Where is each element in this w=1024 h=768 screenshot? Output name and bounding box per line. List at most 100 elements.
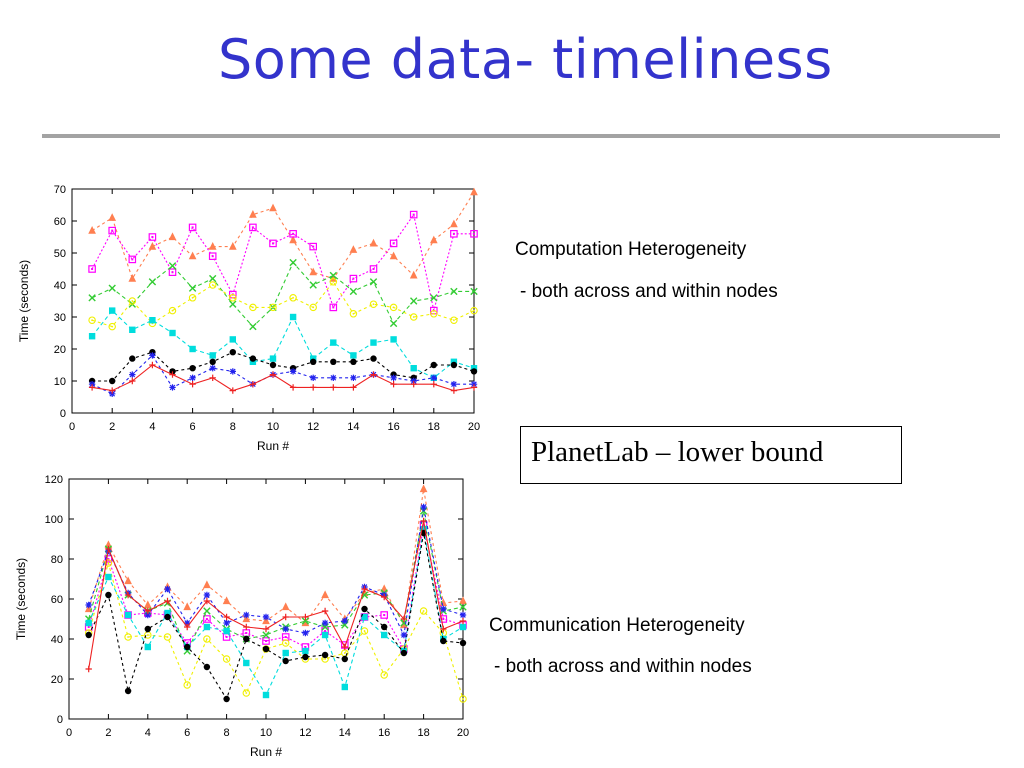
chart-0-series-0	[88, 187, 478, 282]
chart-1-xtick-label: 6	[184, 727, 190, 739]
chart-1-series-3-point	[163, 633, 172, 641]
chart-1-series-5-point	[223, 695, 230, 703]
chart-0-ytick-label: 60	[54, 216, 66, 228]
chart-0-series-2-point	[289, 258, 297, 267]
chart-1-series-7-point	[85, 665, 92, 673]
chart-0-series-4-point	[209, 352, 216, 359]
chart-1-series-7-point	[440, 625, 447, 633]
chart-0-series-4-point	[330, 339, 337, 346]
chart-0-series-6-point	[189, 374, 196, 381]
chart-1-ytick-label: 20	[51, 674, 63, 686]
chart-0-series-7-line	[92, 364, 475, 392]
chart-0-xtick-label: 10	[267, 421, 279, 433]
chart-1-series-3-point	[281, 639, 290, 647]
chart-0-series-2-point	[329, 271, 337, 280]
chart-0-series-5-point	[109, 377, 116, 385]
chart-0-series-1	[88, 210, 478, 315]
chart-1-series-7-point	[124, 591, 132, 599]
chart-0-series-0-point	[409, 270, 418, 279]
chart-0-series-0-point	[168, 232, 177, 241]
chart-0-series-5-point	[269, 361, 277, 369]
chart-1-series-6-point	[243, 611, 250, 619]
chart-1-series-0-point	[321, 590, 329, 599]
chart-0-series-7-point	[350, 384, 357, 391]
chart-0-xtick-label: 2	[109, 421, 115, 433]
chart-0-series-2-point	[410, 297, 418, 305]
chart-0-series-2-point	[188, 284, 197, 292]
chart-0-series-6-point	[289, 368, 297, 375]
chart-0-series-5-point	[249, 355, 257, 362]
chart-0-series-0-point	[369, 238, 378, 247]
chart-1-series-4-point	[262, 691, 270, 699]
chart-1-series-6-point	[262, 613, 270, 621]
chart-1-ylabel: Time (seconds)	[14, 558, 28, 640]
chart-0-series-0-point	[228, 242, 237, 250]
chart-1-series-3-point	[183, 681, 191, 689]
chart-0-series-6-point	[350, 374, 357, 381]
chart-1-series-4-point	[85, 619, 92, 627]
chart-1-series-6-point	[440, 605, 447, 613]
chart-1-series-7-point	[341, 643, 348, 651]
chart-0-series-5-point	[310, 358, 317, 365]
chart-0-series-2-point	[148, 278, 157, 286]
chart-0-series-3-point	[450, 316, 458, 324]
chart-1-series-0-point	[242, 614, 251, 623]
chart-0-series-5-point	[370, 355, 377, 362]
chart-1-series-6-point	[420, 503, 427, 511]
chart-0-series-3-point	[389, 303, 398, 312]
chart-1-series-7-point	[203, 597, 211, 605]
callout-text: PlanetLab – lower bound	[531, 436, 824, 468]
chart-1-series-7-point	[302, 613, 309, 621]
chart-1-series-0-line	[88, 488, 464, 627]
chart-1-series-1-point	[380, 611, 389, 619]
chart-1-series-3-line	[88, 560, 464, 700]
chart-0-series-4-point	[410, 365, 417, 372]
chart-0-series-3-point	[128, 297, 137, 305]
chart-1-series-2-point	[360, 591, 369, 599]
chart-0-series-2	[88, 258, 478, 331]
chart-0-series-6-point	[229, 368, 236, 375]
chart-1-series-4-point	[282, 649, 289, 657]
chart-0-xtick-label: 12	[307, 421, 319, 433]
chart-1-series-5-point	[302, 653, 309, 661]
chart-1-xtick-label: 18	[417, 727, 429, 739]
chart-0-series-4-point	[370, 339, 377, 346]
chart-1-ytick-label: 80	[51, 554, 63, 566]
chart-0-series-4-point	[450, 358, 458, 365]
chart-0-series-3-point	[369, 300, 378, 308]
chart-0-xtick-label: 6	[190, 421, 196, 433]
chart-0-ylabel: Time (seconds)	[17, 260, 31, 342]
chart-1-series-7-point	[262, 625, 270, 633]
chart-1-series-4-line	[88, 528, 464, 697]
chart-0-series-1-point	[309, 242, 318, 251]
chart-1-series-5-point	[341, 655, 348, 663]
chart-1-series-7-point	[184, 623, 191, 631]
chart-0-series-7-point	[430, 381, 437, 388]
chart-0-series-4-point	[289, 313, 297, 321]
chart-0-series-1-point	[389, 239, 398, 248]
chart-0-series-0-point	[249, 210, 257, 218]
chart-0-series-6-point	[390, 374, 397, 381]
chart-0-series-3-point	[229, 294, 237, 302]
chart-1-series-5-point	[262, 645, 270, 653]
chart-1-series-5-point	[144, 625, 151, 633]
chart-0-series-5-point	[209, 358, 216, 365]
chart-1-series-4-point	[105, 573, 112, 581]
chart-0-series-0-point	[208, 242, 217, 250]
chart-1-xtick-label: 0	[66, 727, 72, 739]
chart-0-series-7-point	[470, 384, 478, 391]
chart-1-ytick-label: 60	[51, 594, 63, 606]
chart-1-xtick-label: 12	[299, 727, 311, 739]
chart-1-series-4-point	[144, 643, 151, 651]
chart-1-series-1-point	[203, 615, 211, 623]
chart-0-ytick-label: 20	[54, 344, 66, 356]
chart-0-series-0-point	[389, 251, 398, 260]
chart-0-series-3	[88, 278, 478, 331]
chart-1-series-0-point	[281, 602, 290, 611]
chart-0-series-4-point	[88, 333, 96, 340]
chart-1-series-5-point	[124, 687, 132, 695]
chart-0-series-3-point	[208, 281, 217, 289]
chart-1-series-6-point	[321, 619, 329, 627]
chart-0-series-0-point	[349, 245, 358, 253]
chart-1-series-7-point	[381, 593, 388, 601]
